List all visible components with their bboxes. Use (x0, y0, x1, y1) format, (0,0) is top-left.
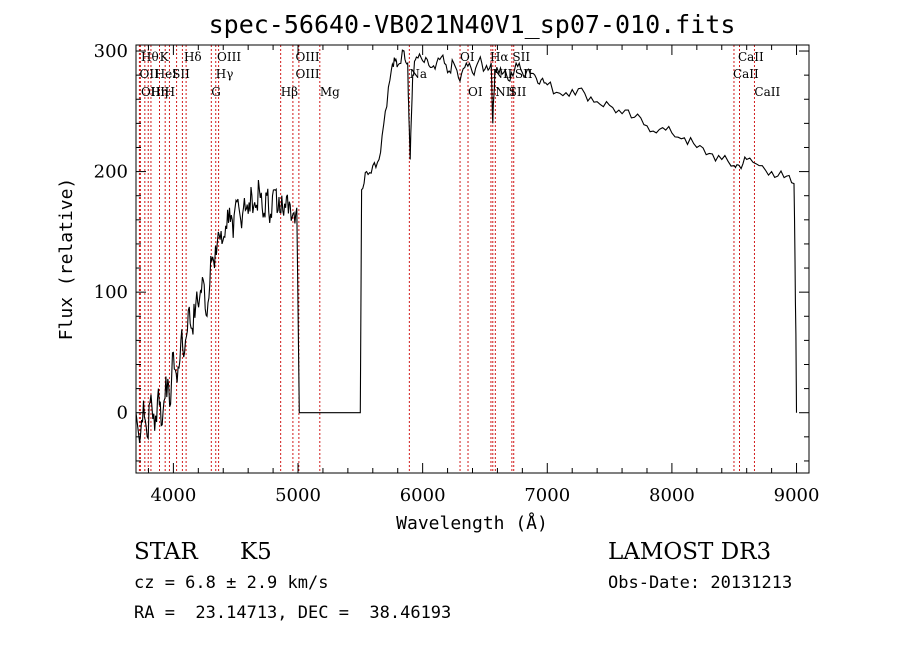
line-label: OIII (217, 50, 241, 64)
line-label: Na (409, 67, 427, 81)
x-tick-label: 6000 (400, 485, 446, 506)
line-label: Hη (150, 85, 168, 99)
line-label: OI (468, 85, 483, 99)
line-label: SII (512, 50, 530, 64)
y-axis-label: Flux (relative) (56, 178, 77, 341)
line-label: Mg (320, 85, 340, 99)
y-tick-label: 100 (94, 282, 128, 303)
spectrum-line (135, 49, 798, 443)
line-label: CaII (733, 67, 759, 81)
line-label: SII (515, 67, 533, 81)
line-label: H (165, 85, 175, 99)
survey-name: LAMOST DR3 (608, 539, 772, 565)
line-label: OIII (296, 50, 320, 64)
y-tick-label: 200 (94, 162, 128, 183)
line-label: OII (139, 67, 159, 81)
x-tick-label: 7000 (524, 485, 570, 506)
x-tick-label: 9000 (774, 485, 820, 506)
line-label: OIII (141, 85, 165, 99)
line-label: CaII (738, 50, 764, 64)
line-label: Hβ (281, 85, 298, 99)
x-tick-label: 5000 (275, 485, 321, 506)
line-label: K (160, 50, 170, 64)
object-class: STAR (134, 539, 198, 565)
line-label: NII (495, 85, 515, 99)
redshift-cz: cz = 6.8 ± 2.9 km/s (134, 573, 329, 593)
line-label: HeI (155, 67, 178, 81)
x-axis-label: Wavelength (Å) (396, 512, 548, 534)
chart-title: spec-56640-VB021N40V1_sp07-010.fits (209, 10, 736, 39)
line-label: Hδ (184, 50, 202, 64)
line-label: CaII (754, 85, 780, 99)
x-tick-label: 4000 (150, 485, 196, 506)
line-label: OI (460, 50, 475, 64)
y-tick-label: 300 (94, 41, 128, 62)
y-tick-label: 0 (117, 403, 128, 424)
plot-frame (135, 44, 810, 474)
x-tick-label: 8000 (649, 485, 695, 506)
line-label: SII (172, 67, 190, 81)
line-label: Hγ (216, 67, 234, 81)
line-label: Hα (490, 50, 509, 64)
line-label: G (211, 85, 221, 99)
line-label: SII (509, 85, 527, 99)
line-label: OIII (296, 67, 320, 81)
object-subclass: K5 (240, 539, 272, 565)
obs-date: Obs-Date: 20131213 (608, 573, 793, 593)
line-label: Hθ (141, 50, 159, 64)
ra-dec: RA = 23.14713, DEC = 38.46193 (134, 603, 452, 623)
